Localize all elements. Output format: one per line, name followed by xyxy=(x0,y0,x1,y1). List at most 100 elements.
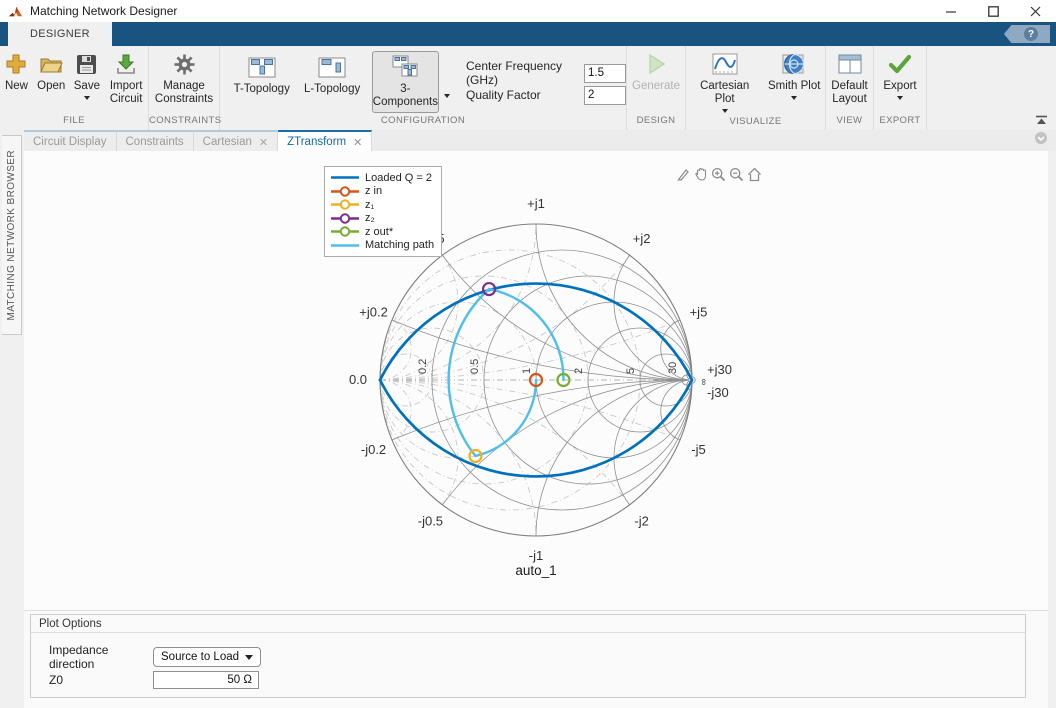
view-caption: VIEW xyxy=(836,115,863,126)
configuration-caption: CONFIGURATION xyxy=(380,115,466,126)
three-components-label: 3-Components xyxy=(372,83,438,108)
ribbon-bar: DESIGNER ? xyxy=(0,22,1056,46)
document-tab-strip: Circuit Display Constraints Cartesian ✕ … xyxy=(24,130,1056,152)
svg-text:-j30: -j30 xyxy=(707,385,729,400)
brush-icon[interactable] xyxy=(674,166,690,182)
open-label: Open xyxy=(37,80,66,92)
three-components-icon xyxy=(390,54,420,80)
quality-factor-input[interactable] xyxy=(583,85,626,105)
legend-sample-icon xyxy=(331,186,359,197)
tab-close-icon[interactable]: ✕ xyxy=(353,136,363,149)
tab-label: Constraints xyxy=(125,136,184,148)
legend-sample-icon xyxy=(331,176,359,179)
save-button[interactable]: Save xyxy=(73,51,102,103)
svg-text:0.2: 0.2 xyxy=(417,359,429,374)
svg-text:+j1: +j1 xyxy=(527,196,545,211)
export-button[interactable]: Export xyxy=(877,51,923,103)
legend-item: z₁ xyxy=(330,198,434,212)
section-file: New Open Save Import Circuit xyxy=(0,46,149,130)
generate-label: Generate xyxy=(632,80,680,92)
file-caption: FILE xyxy=(63,115,85,126)
open-button[interactable]: Open xyxy=(36,51,67,93)
tab-overflow-icon[interactable] xyxy=(1034,131,1048,150)
maximize-button[interactable] xyxy=(972,0,1014,22)
smith-plot-label: Smith Plot xyxy=(768,80,821,92)
svg-text:0.5: 0.5 xyxy=(469,359,481,374)
impedance-direction-select[interactable]: Source to Load xyxy=(153,647,261,667)
default-layout-button[interactable]: Default Layout xyxy=(829,51,870,106)
title-bar: Matching Network Designer xyxy=(0,0,1056,22)
tab-constraints[interactable]: Constraints xyxy=(116,130,194,152)
svg-text:-j2: -j2 xyxy=(634,514,648,529)
smith-chart[interactable]: +j0.2-j0.2+j0.5-j0.5+j1-j1+j2-j2+j5-j5+j… xyxy=(24,151,1048,610)
toolstrip: New Open Save Import Circuit xyxy=(0,46,1056,131)
plot-options-panel: Plot Options Impedance direction Source … xyxy=(30,614,1026,698)
main-content: +j0.2-j0.2+j0.5-j0.5+j1-j1+j2-j2+j5-j5+j… xyxy=(24,151,1056,708)
three-components-button[interactable]: 3-Components xyxy=(371,51,439,113)
smith-plot-caret xyxy=(791,96,798,103)
minimize-button[interactable] xyxy=(930,0,972,22)
restore-view-home-icon[interactable] xyxy=(746,166,762,182)
import-circuit-button[interactable]: Import Circuit xyxy=(107,51,145,106)
new-button[interactable]: New xyxy=(3,51,30,93)
svg-text:-j0.2: -j0.2 xyxy=(361,442,386,457)
topology-gallery-caret[interactable] xyxy=(443,93,450,101)
matching-network-browser-label: MATCHING NETWORK BROWSER xyxy=(6,149,17,321)
collapse-ribbon-icon[interactable] xyxy=(1035,112,1048,130)
legend-label: z₁ xyxy=(365,198,375,211)
l-topology-button[interactable]: L-Topology xyxy=(301,51,362,100)
section-visualize: Cartesian Plot Smith Plot VISUALIZE xyxy=(686,46,826,130)
svg-text:-j5: -j5 xyxy=(691,442,705,457)
window-title: Matching Network Designer xyxy=(30,4,178,18)
bottom-panel: Plot Options Impedance direction Source … xyxy=(24,610,1048,708)
svg-text:30: 30 xyxy=(667,362,679,374)
tab-label: Cartesian xyxy=(202,136,252,148)
gear-icon xyxy=(173,51,196,77)
impedance-direction-label: Impedance direction xyxy=(49,643,109,671)
z0-input[interactable] xyxy=(153,671,259,689)
legend-sample-icon xyxy=(331,199,359,210)
matlab-logo-icon xyxy=(8,6,23,16)
cartesian-plot-button[interactable]: Cartesian Plot xyxy=(689,51,760,116)
zoom-out-icon[interactable] xyxy=(728,166,744,182)
tab-close-icon[interactable]: ✕ xyxy=(258,136,269,149)
cartesian-plot-icon xyxy=(712,51,738,77)
plot-options-title: Plot Options xyxy=(31,615,1025,633)
impedance-direction-value: Source to Load xyxy=(161,651,240,663)
section-export: Export EXPORT xyxy=(874,46,927,130)
legend-item: z out* xyxy=(330,225,434,239)
svg-text:+j0.2: +j0.2 xyxy=(359,304,388,319)
legend-sample-icon xyxy=(331,213,359,224)
svg-text:+j2: +j2 xyxy=(633,231,651,246)
import-circuit-label: Import Circuit xyxy=(109,80,143,105)
svg-text:∞: ∞ xyxy=(699,379,709,385)
ribbon-tab-designer[interactable]: DESIGNER xyxy=(8,22,112,46)
help-icon: ? xyxy=(1024,27,1038,41)
zoom-in-icon[interactable] xyxy=(710,166,726,182)
new-plus-icon xyxy=(5,51,27,77)
tab-ztransform[interactable]: ZTransform ✕ xyxy=(278,130,373,152)
impedance-direction-row: Impedance direction Source to Load xyxy=(49,643,261,671)
center-frequency-input[interactable] xyxy=(583,63,626,83)
matching-network-browser-tab[interactable]: MATCHING NETWORK BROWSER xyxy=(2,135,22,335)
pan-hand-icon[interactable] xyxy=(692,166,708,182)
legend-label: z out* xyxy=(365,225,394,238)
help-button[interactable]: ? xyxy=(1004,25,1050,43)
z0-label: Z0 xyxy=(49,673,64,687)
tab-cartesian[interactable]: Cartesian ✕ xyxy=(193,130,279,152)
manage-constraints-button[interactable]: Manage Constraints xyxy=(152,51,216,106)
svg-text:+j5: +j5 xyxy=(690,304,708,319)
svg-text:5: 5 xyxy=(625,368,637,374)
close-button[interactable] xyxy=(1014,0,1056,22)
legend-label: Loaded Q = 2 xyxy=(365,171,432,184)
smith-plot-button[interactable]: Smith Plot xyxy=(766,51,822,103)
tab-circuit-display[interactable]: Circuit Display xyxy=(24,130,117,152)
layout-grid-icon xyxy=(838,51,862,77)
export-label: Export xyxy=(883,80,917,92)
smith-plot-icon xyxy=(782,51,806,77)
t-topology-button[interactable]: T-Topology xyxy=(231,51,292,100)
generate-button[interactable]: Generate xyxy=(630,51,682,93)
visualize-caption: VISUALIZE xyxy=(729,116,782,127)
